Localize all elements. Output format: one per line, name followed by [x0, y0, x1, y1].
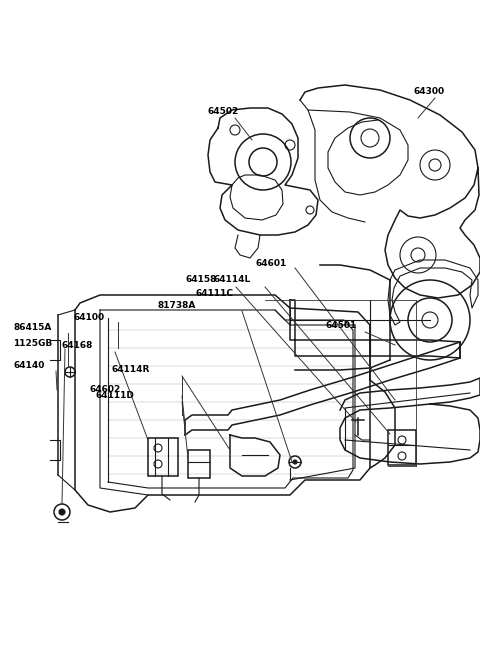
Bar: [188, 450, 210, 478]
Text: 1125GB: 1125GB: [13, 338, 52, 348]
Text: 64300: 64300: [414, 87, 445, 96]
Text: 64111D: 64111D: [95, 392, 134, 401]
Text: 64602: 64602: [90, 386, 121, 394]
Circle shape: [293, 460, 297, 464]
Text: 64158: 64158: [186, 276, 217, 285]
Text: 86415A: 86415A: [13, 323, 51, 333]
Circle shape: [59, 509, 65, 515]
Text: 64601: 64601: [256, 258, 287, 268]
Text: 64111C: 64111C: [195, 289, 233, 298]
Text: 64501: 64501: [326, 321, 357, 331]
Text: 64114L: 64114L: [213, 276, 250, 285]
Text: 64100: 64100: [73, 312, 104, 321]
Bar: [388, 430, 416, 465]
Bar: [148, 438, 178, 476]
Text: 81738A: 81738A: [158, 302, 196, 310]
Text: 64168: 64168: [62, 342, 94, 350]
Text: 64114R: 64114R: [112, 365, 150, 375]
Text: 64502: 64502: [207, 108, 238, 117]
Text: 64140: 64140: [13, 361, 44, 371]
